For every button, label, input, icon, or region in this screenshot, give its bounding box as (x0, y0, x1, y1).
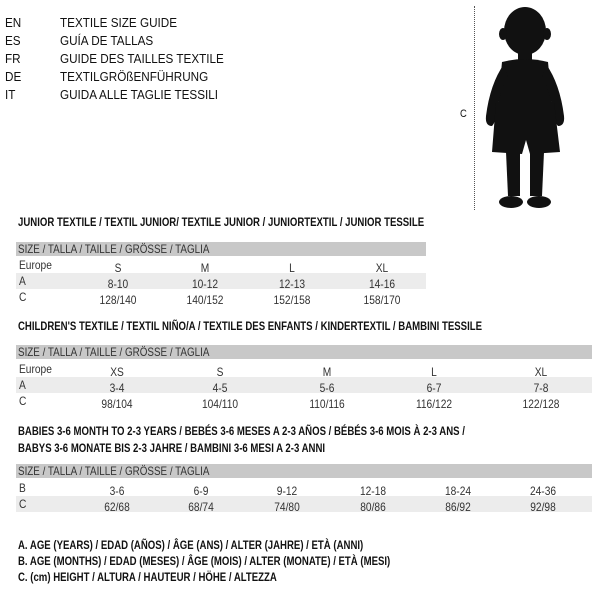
table-header-band (16, 345, 592, 359)
row-label: Europe (19, 258, 52, 272)
table-row-shade (16, 496, 592, 512)
table-cell: 12-13 (278, 277, 306, 291)
table-cell: 80/86 (360, 500, 386, 514)
table-cell: XL (534, 365, 548, 379)
table-cell: 122/128 (522, 397, 560, 411)
table-row-shade (16, 377, 592, 393)
language-code: IT (5, 87, 16, 102)
table-header-label: SIZE / TALLA / TAILLE / GRÖSSE / TAGLIA (18, 464, 210, 478)
table-cell: 6-9 (193, 484, 209, 498)
table-header-band (16, 242, 426, 256)
table-cell: 98/104 (101, 397, 133, 411)
language-code: DE (5, 69, 22, 84)
language-code: EN (5, 15, 22, 30)
row-label: A (19, 378, 26, 392)
language-guide-title: GUIDA ALLE TAGLIE TESSILI (60, 87, 219, 102)
table-header-label: SIZE / TALLA / TAILLE / GRÖSSE / TAGLIA (18, 242, 210, 256)
language-guide-title: TEXTILE SIZE GUIDE (60, 15, 178, 30)
table-title-line2: BABYS 3-6 MONATE BIS 2-3 JAHRE / BAMBINI… (18, 441, 326, 455)
table-cell: L (289, 261, 295, 275)
table-row-shade (16, 273, 426, 289)
table-cell: 3-6 (109, 484, 125, 498)
row-label: C (19, 290, 27, 304)
language-code: FR (5, 51, 21, 66)
table-cell: 140/152 (186, 293, 224, 307)
table-header-label: SIZE / TALLA / TAILLE / GRÖSSE / TAGLIA (18, 345, 210, 359)
table-cell: 74/80 (274, 500, 300, 514)
legend-item: C. (cm) HEIGHT / ALTURA / HAUTEUR / HÖHE… (18, 570, 277, 584)
legend-item: B. AGE (MONTHS) / EDAD (MESES) / ÂGE (MO… (18, 554, 391, 568)
table-cell: 10-12 (191, 277, 219, 291)
table-cell: 7-8 (533, 381, 549, 395)
table-cell: M (200, 261, 210, 275)
language-code: ES (5, 33, 21, 48)
table-cell: 68/74 (188, 500, 214, 514)
table-cell: 8-10 (107, 277, 129, 291)
row-label: C (19, 394, 27, 408)
table-cell: M (322, 365, 332, 379)
table-title: JUNIOR TEXTILE / TEXTIL JUNIOR/ TEXTILE … (18, 215, 425, 229)
row-label: A (19, 274, 26, 288)
table-cell: 12-18 (359, 484, 387, 498)
table-cell: 9-12 (276, 484, 298, 498)
height-measure-label: C (460, 108, 467, 120)
table-cell: 110/116 (309, 397, 345, 411)
table-cell: 14-16 (368, 277, 396, 291)
legend-item: A. AGE (YEARS) / EDAD (AÑOS) / ÂGE (ANS)… (18, 538, 364, 552)
table-cell: 158/170 (363, 293, 401, 307)
table-cell: XS (110, 365, 124, 379)
table-cell: XL (375, 261, 389, 275)
language-guide-title: GUIDE DES TAILLES TEXTILE (60, 51, 224, 66)
table-cell: 92/98 (530, 500, 556, 514)
language-guide-title: TEXTILGRÖßENFÜHRUNG (60, 69, 209, 84)
row-label: Europe (19, 362, 52, 376)
table-cell: 18-24 (444, 484, 472, 498)
table-cell: 86/92 (445, 500, 471, 514)
row-label: C (19, 497, 27, 511)
table-cell: 24-36 (529, 484, 557, 498)
child-silhouette-icon (485, 7, 565, 208)
table-cell: 104/110 (201, 397, 239, 411)
table-cell: 3-4 (109, 381, 125, 395)
table-cell: 5-6 (319, 381, 335, 395)
table-header-band (16, 464, 592, 478)
table-cell: L (431, 365, 437, 379)
table-cell: S (216, 365, 224, 379)
table-cell: 128/140 (99, 293, 137, 307)
table-cell: 116/122 (415, 397, 453, 411)
table-title: BABIES 3-6 MONTH TO 2-3 YEARS / BEBÉS 3-… (18, 424, 465, 438)
table-cell: 4-5 (212, 381, 228, 395)
row-label: B (19, 481, 26, 495)
table-cell: 62/68 (104, 500, 130, 514)
table-title: CHILDREN'S TEXTILE / TEXTIL NIÑO/A / TEX… (18, 319, 483, 333)
language-guide-title: GUÍA DE TALLAS (60, 33, 154, 48)
table-cell: 152/158 (273, 293, 311, 307)
table-cell: S (114, 261, 122, 275)
table-cell: 6-7 (426, 381, 442, 395)
height-dotted-line (474, 6, 475, 210)
